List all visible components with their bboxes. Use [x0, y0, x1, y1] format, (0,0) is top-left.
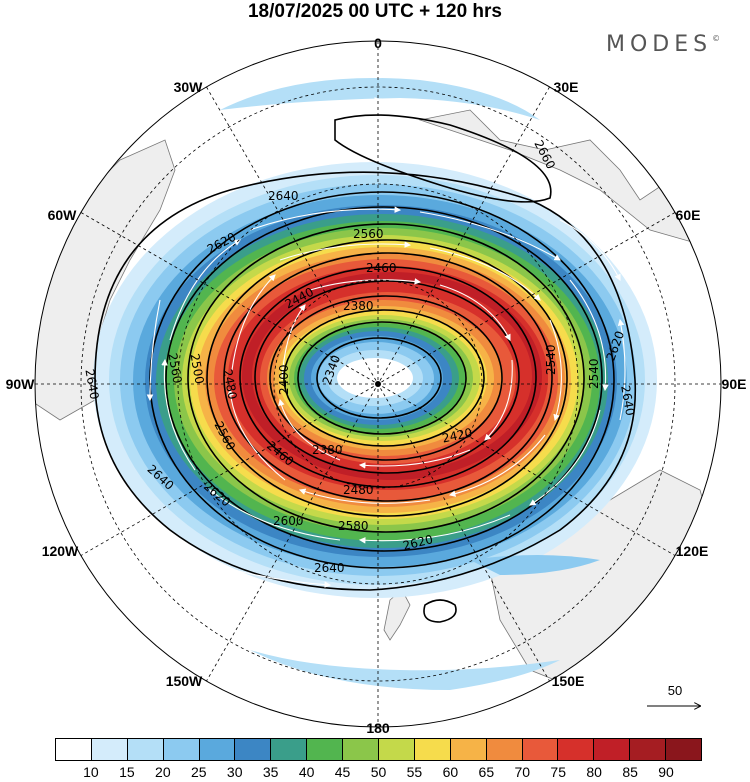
lon-label-90w: 90W: [6, 376, 36, 392]
colorbar-segment: [450, 739, 487, 760]
colorbar-segment: [522, 739, 559, 760]
colorbar-segment: [486, 739, 523, 760]
colorbar-tick-label: 70: [514, 764, 531, 780]
contour-label: 2460: [366, 261, 397, 275]
jet-patch-north: [220, 78, 540, 120]
colorbar-segment: [199, 739, 236, 760]
contour-label: 2640: [268, 189, 299, 203]
lon-label-30w: 30W: [174, 79, 204, 95]
lon-label-150e: 150E: [552, 673, 585, 689]
colorbar-tick-label: 25: [190, 764, 207, 780]
colorbar-tick-label: 15: [119, 764, 135, 780]
modes-logo: MODES©: [606, 32, 720, 57]
longitude-labels: 0 30E 60E 90E 120E 150E 180 150W 120W 90…: [6, 35, 747, 736]
colorbar-tick-label: 35: [262, 764, 279, 780]
jet-patch-south: [250, 650, 560, 690]
colorbar-tick-label: 40: [298, 764, 315, 780]
colorbar-segment: [163, 739, 200, 760]
colorbar-segment: [343, 739, 380, 760]
lon-label-90e: 90E: [722, 376, 747, 392]
contour-label: 2560: [165, 352, 184, 385]
contour-label: 2540: [544, 344, 558, 375]
lon-label-120e: 120E: [676, 543, 709, 559]
lon-label-0: 0: [374, 35, 382, 51]
contour-label: 2560: [353, 227, 384, 241]
colorbar-tick-label: 30: [226, 764, 243, 780]
lon-label-60e: 60E: [676, 207, 701, 223]
lon-label-60w: 60W: [48, 207, 78, 223]
colorbar-segment: [594, 739, 631, 760]
copyright-mark: ©: [712, 34, 721, 43]
wind-speed-shading: [93, 78, 657, 690]
colorbar-segment: [379, 739, 415, 760]
contour-label: 2580: [338, 519, 369, 533]
colorbar-segment: [56, 739, 92, 760]
contour-label: 2420: [441, 426, 474, 446]
colorbar-segment: [307, 739, 344, 760]
colorbar-tick-label: 90: [658, 764, 674, 780]
contour-label: 2380: [343, 299, 374, 313]
graticule: [35, 41, 721, 727]
colorbar-segment: [666, 739, 702, 760]
lon-label-180: 180: [366, 720, 390, 736]
contour-label: 2380: [312, 443, 343, 457]
contour-label: 2500: [188, 352, 207, 385]
colorbar-segment: [414, 739, 451, 760]
colorbar-segment: [91, 739, 128, 760]
colorbar-tick-label: 80: [586, 764, 602, 780]
colorbar-tick-label: 45: [334, 764, 351, 780]
colorbar-tick-label: 60: [442, 764, 459, 780]
reference-vector: 50: [647, 683, 700, 706]
reference-vector-label: 50: [668, 683, 682, 698]
contour-label: 2480: [220, 368, 239, 401]
contour-label: 2640: [618, 384, 637, 417]
colorbar-tick-label: 55: [406, 764, 423, 780]
contour-label: 2640: [82, 368, 101, 401]
map-boundary: [34, 40, 722, 728]
brand-text: MODES: [606, 32, 713, 57]
colorbar-tick-label: 20: [155, 764, 171, 780]
contour-label: 2540: [587, 358, 601, 389]
contour-label: 2600: [273, 514, 304, 528]
colorbar-segment: [630, 739, 667, 760]
contour-label: 2640: [314, 561, 345, 575]
south-pole-marker: [375, 381, 381, 387]
contour-label: 2400: [277, 364, 291, 395]
colorbar-segment: [235, 739, 272, 760]
lon-label-120w: 120W: [42, 543, 79, 559]
lon-label-30e: 30E: [554, 79, 579, 95]
colorbar-segment: [558, 739, 595, 760]
south-america-landmass: [35, 139, 176, 421]
wind-speed-colorbar: [55, 738, 702, 761]
colorbar-segment: [127, 739, 164, 760]
colorbar-tick-label: 85: [622, 764, 638, 780]
colorbar-tick-label: 50: [370, 764, 387, 780]
colorbar-tick-label: 65: [478, 764, 495, 780]
colorbar-tick-label: 75: [550, 764, 567, 780]
geopotential-contours: [94, 114, 637, 623]
colorbar-segment: [271, 739, 308, 760]
colorbar-tick-label: 10: [83, 764, 99, 780]
lon-label-150w: 150W: [166, 673, 203, 689]
contour-label: 2480: [343, 483, 374, 497]
map-title: 18/07/2025 00 UTC + 120 hrs: [247, 1, 503, 22]
